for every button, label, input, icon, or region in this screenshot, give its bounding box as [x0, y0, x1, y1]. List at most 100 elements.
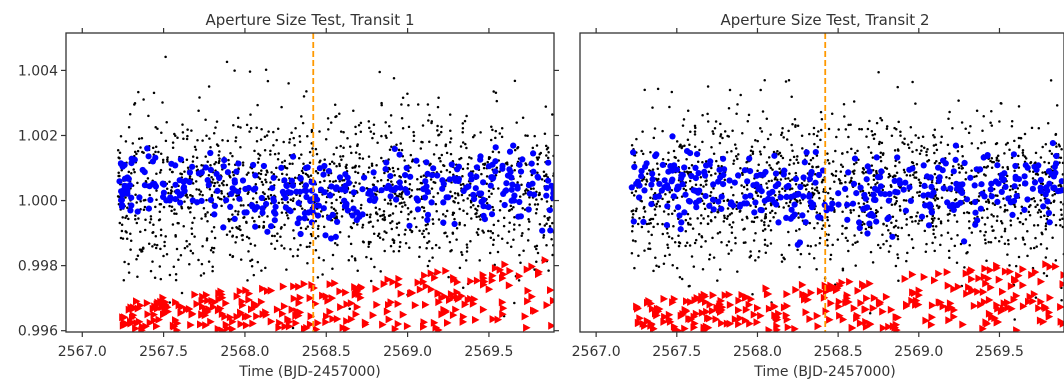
flux-point	[171, 223, 175, 226]
comparison-marker	[856, 319, 865, 328]
flux-point	[882, 152, 885, 155]
flux-point	[818, 242, 821, 245]
binned-point	[250, 161, 257, 169]
flux-point	[790, 143, 793, 147]
binned-point	[122, 183, 129, 190]
binned-point	[930, 189, 937, 196]
comparison-marker	[981, 264, 989, 273]
flux-point	[650, 233, 653, 237]
binned-point	[205, 181, 212, 189]
comparison-marker	[470, 295, 479, 304]
flux-point	[870, 164, 874, 167]
flux-point	[985, 259, 988, 263]
flux-point	[131, 142, 135, 145]
flux-point	[934, 225, 938, 228]
flux-point	[369, 240, 372, 244]
flux-point	[448, 240, 452, 244]
flux-point	[173, 208, 176, 211]
binned-point	[845, 169, 852, 176]
comparison-marker	[1041, 302, 1049, 311]
flux-point	[873, 133, 877, 136]
binned-point	[1040, 203, 1047, 210]
flux-point	[273, 247, 277, 251]
flux-point	[933, 236, 937, 239]
flux-point	[305, 90, 308, 93]
flux-point	[982, 115, 985, 118]
comparison-marker	[670, 322, 679, 331]
comparison-marker	[653, 311, 661, 320]
flux-point	[428, 259, 431, 263]
flux-point	[911, 220, 914, 223]
flux-point	[401, 197, 405, 200]
flux-point	[1028, 170, 1031, 173]
flux-point	[210, 230, 214, 233]
flux-point	[401, 127, 405, 130]
flux-point	[1054, 259, 1058, 262]
flux-point	[818, 236, 822, 240]
binned-point	[900, 186, 907, 193]
flux-point	[1003, 152, 1006, 155]
flux-point	[418, 187, 421, 191]
flux-point	[391, 238, 395, 241]
flux-point	[358, 156, 361, 160]
flux-point	[935, 159, 938, 163]
flux-point	[527, 228, 530, 231]
flux-point	[960, 121, 964, 124]
flux-point	[656, 167, 660, 170]
flux-point	[260, 180, 264, 184]
binned-point	[220, 163, 227, 170]
binned-point	[1029, 185, 1036, 192]
flux-point	[475, 231, 479, 234]
flux-point	[148, 193, 151, 197]
flux-point	[984, 200, 988, 204]
binned-point	[525, 206, 532, 213]
flux-point	[1044, 224, 1048, 228]
comparison-marker	[224, 324, 232, 332]
flux-point	[349, 225, 353, 229]
binned-point	[812, 149, 819, 156]
flux-point	[970, 231, 974, 234]
comparison-marker	[543, 301, 551, 310]
binned-point	[696, 187, 703, 194]
binned-point	[947, 185, 954, 192]
flux-point	[360, 203, 363, 207]
flux-point	[210, 176, 213, 179]
flux-point	[1060, 298, 1063, 302]
chart-title: Aperture Size Test, Transit 1	[205, 11, 414, 29]
flux-point	[436, 192, 440, 195]
flux-point	[764, 216, 768, 219]
flux-point	[358, 182, 361, 185]
comparison-marker	[427, 285, 436, 294]
flux-point	[783, 189, 787, 193]
flux-point	[135, 221, 139, 225]
flux-point	[280, 161, 284, 164]
comparison-marker	[977, 300, 985, 309]
flux-point	[270, 234, 274, 238]
flux-point	[158, 210, 162, 214]
flux-point	[986, 216, 989, 220]
flux-point	[331, 267, 334, 271]
flux-point	[951, 165, 955, 168]
binned-point	[204, 177, 211, 184]
flux-point	[957, 99, 960, 102]
flux-point	[935, 188, 939, 191]
flux-point	[750, 220, 754, 223]
comparison-marker	[643, 317, 652, 325]
flux-point	[1002, 197, 1005, 200]
flux-point	[151, 146, 155, 150]
x-tick-label: 2569.0	[383, 344, 432, 360]
binned-point	[177, 156, 184, 163]
flux-point	[657, 265, 661, 269]
flux-point	[208, 188, 212, 191]
flux-point	[477, 215, 481, 218]
flux-point	[280, 105, 283, 109]
flux-point	[666, 246, 670, 249]
flux-point	[191, 160, 195, 163]
flux-point	[842, 102, 846, 106]
binned-point	[918, 213, 926, 220]
flux-point	[227, 158, 230, 162]
comparison-marker	[879, 307, 887, 316]
flux-point	[157, 218, 161, 222]
flux-point	[1054, 223, 1058, 227]
flux-point	[491, 231, 495, 235]
